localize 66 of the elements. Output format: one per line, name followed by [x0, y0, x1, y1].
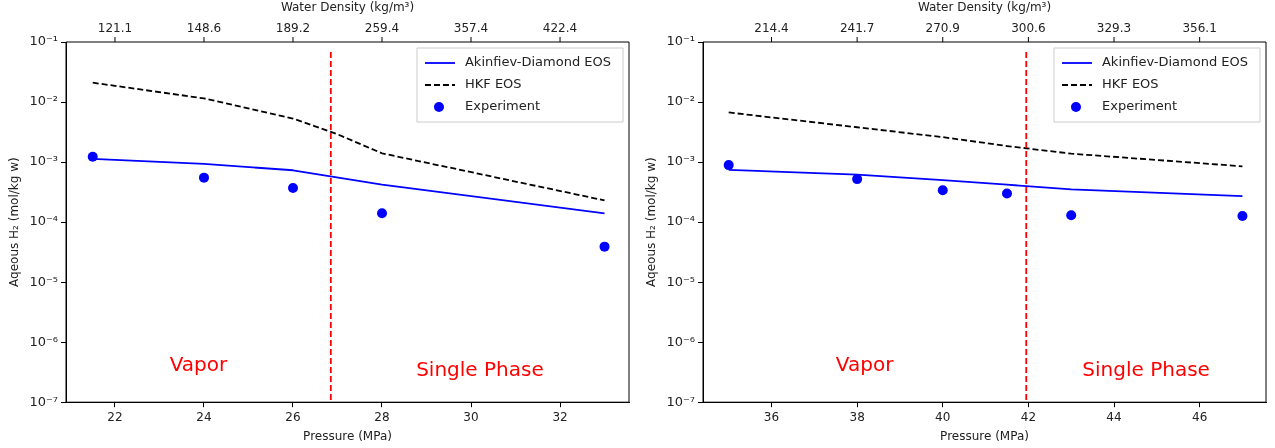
- y-tick-label: 10⁻¹: [29, 33, 59, 49]
- x-tick-label: 42: [1020, 409, 1037, 424]
- y-tick-label: 10⁻³: [666, 153, 696, 169]
- line-series: [727, 111, 1244, 168]
- y-tick-label: 10⁻¹: [666, 33, 696, 49]
- x-tick-label: 30: [463, 409, 479, 424]
- y-tick-label: 10⁻⁷: [666, 393, 696, 409]
- point: [599, 241, 610, 252]
- point: [1237, 211, 1248, 222]
- x-tick-label: 24: [196, 409, 212, 424]
- text: 270.9: [925, 21, 960, 36]
- y-tick-label: 10⁻⁶: [666, 333, 696, 349]
- x-tick-label: 40: [935, 409, 951, 424]
- text: 422.4: [542, 21, 578, 36]
- x-tick-label: 38: [849, 409, 865, 424]
- y-axis-title: Aqeous H₂ (mol/kg w): [7, 157, 22, 287]
- annotation: Single Phase: [1082, 356, 1210, 381]
- x-tick-label: 22: [107, 409, 123, 424]
- x-tick-label: 28: [374, 409, 390, 424]
- y-tick-label: 10⁻⁴: [29, 213, 59, 229]
- legend-label: Akinfiev-Diamond EOS: [464, 54, 612, 70]
- text: 259.4: [364, 21, 400, 36]
- x2-axis-title: Water Density (kg/m³): [280, 0, 415, 15]
- point: [287, 182, 298, 193]
- annotation: Vapor: [835, 352, 895, 377]
- point: [1066, 210, 1077, 221]
- y-tick-label: 10⁻⁶: [29, 333, 59, 349]
- x-tick-label: 44: [1106, 409, 1122, 424]
- point: [723, 160, 734, 171]
- x-tick-label: 36: [763, 409, 780, 424]
- point: [377, 208, 387, 219]
- x-tick-label: 26: [285, 409, 301, 424]
- text: 241.7: [839, 21, 875, 36]
- text: 356.1: [1182, 21, 1217, 36]
- y-tick-label: 10⁻⁷: [29, 393, 59, 409]
- legend-label: HKF EOS: [1101, 76, 1159, 92]
- text: 300.6: [1011, 21, 1046, 36]
- line-series: [91, 81, 606, 202]
- legend-label: Akinfiev-Diamond EOS: [1101, 54, 1249, 70]
- x2-axis-title: Water Density (kg/m³): [917, 0, 1052, 15]
- point: [198, 172, 209, 183]
- text: 214.4: [754, 21, 789, 36]
- y-tick-label: 10⁻⁵: [29, 273, 59, 289]
- y-axis-title: Aqeous H₂ (mol/kg w): [644, 157, 659, 287]
- x-tick-label: 46: [1192, 409, 1208, 424]
- point: [937, 185, 948, 196]
- x-axis-title: Pressure (MPa): [303, 428, 392, 443]
- y-tick-label: 10⁻⁴: [666, 213, 696, 229]
- legend-label: HKF EOS: [464, 76, 522, 92]
- y-tick-label: 10⁻²: [666, 93, 696, 109]
- legend-label: Experiment: [464, 98, 541, 114]
- y-tick-label: 10⁻²: [29, 93, 59, 109]
- text: 121.1: [97, 21, 133, 36]
- point: [852, 174, 863, 185]
- annotation: Vapor: [169, 352, 228, 377]
- text: 148.6: [186, 21, 222, 36]
- legend-label: Experiment: [1101, 98, 1178, 114]
- point: [1001, 188, 1012, 199]
- text: 189.2: [275, 21, 311, 36]
- annotation: Single Phase: [416, 356, 544, 381]
- text: 357.4: [453, 21, 489, 36]
- x-tick-label: 32: [552, 409, 568, 424]
- y-tick-label: 10⁻³: [29, 153, 59, 169]
- text: 329.3: [1096, 21, 1132, 36]
- x-axis-title: Pressure (MPa): [940, 428, 1029, 443]
- y-tick-label: 10⁻⁵: [666, 273, 696, 289]
